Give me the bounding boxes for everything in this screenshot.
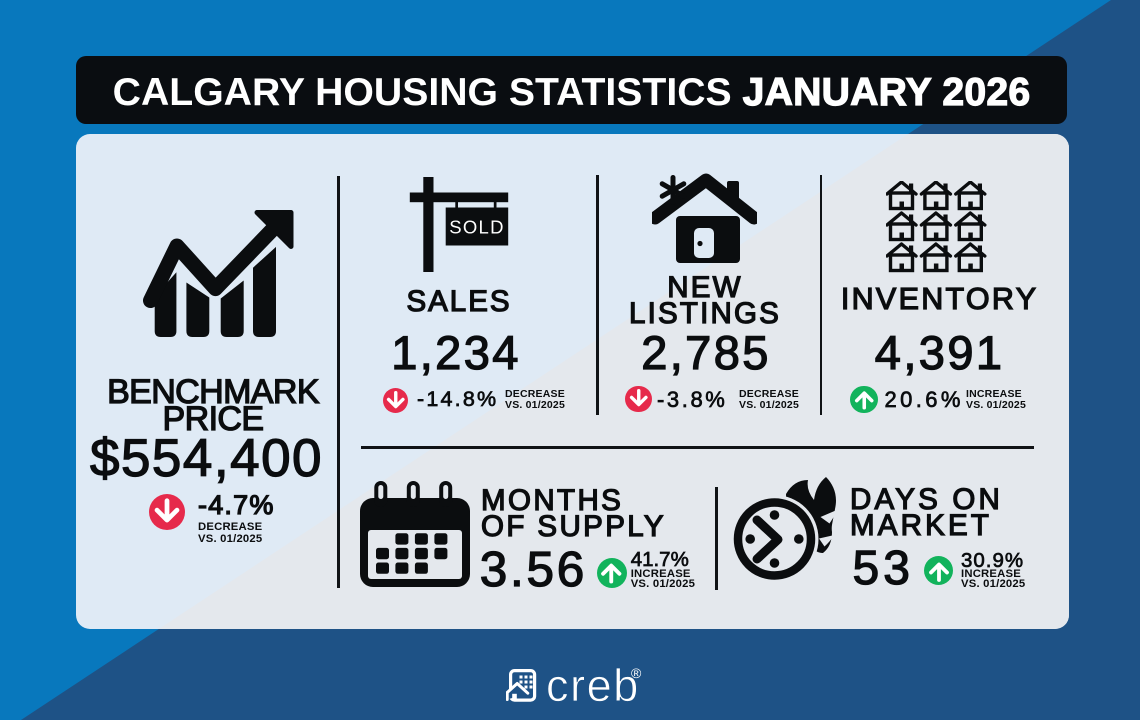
svg-text:SOLD: SOLD xyxy=(449,217,505,238)
